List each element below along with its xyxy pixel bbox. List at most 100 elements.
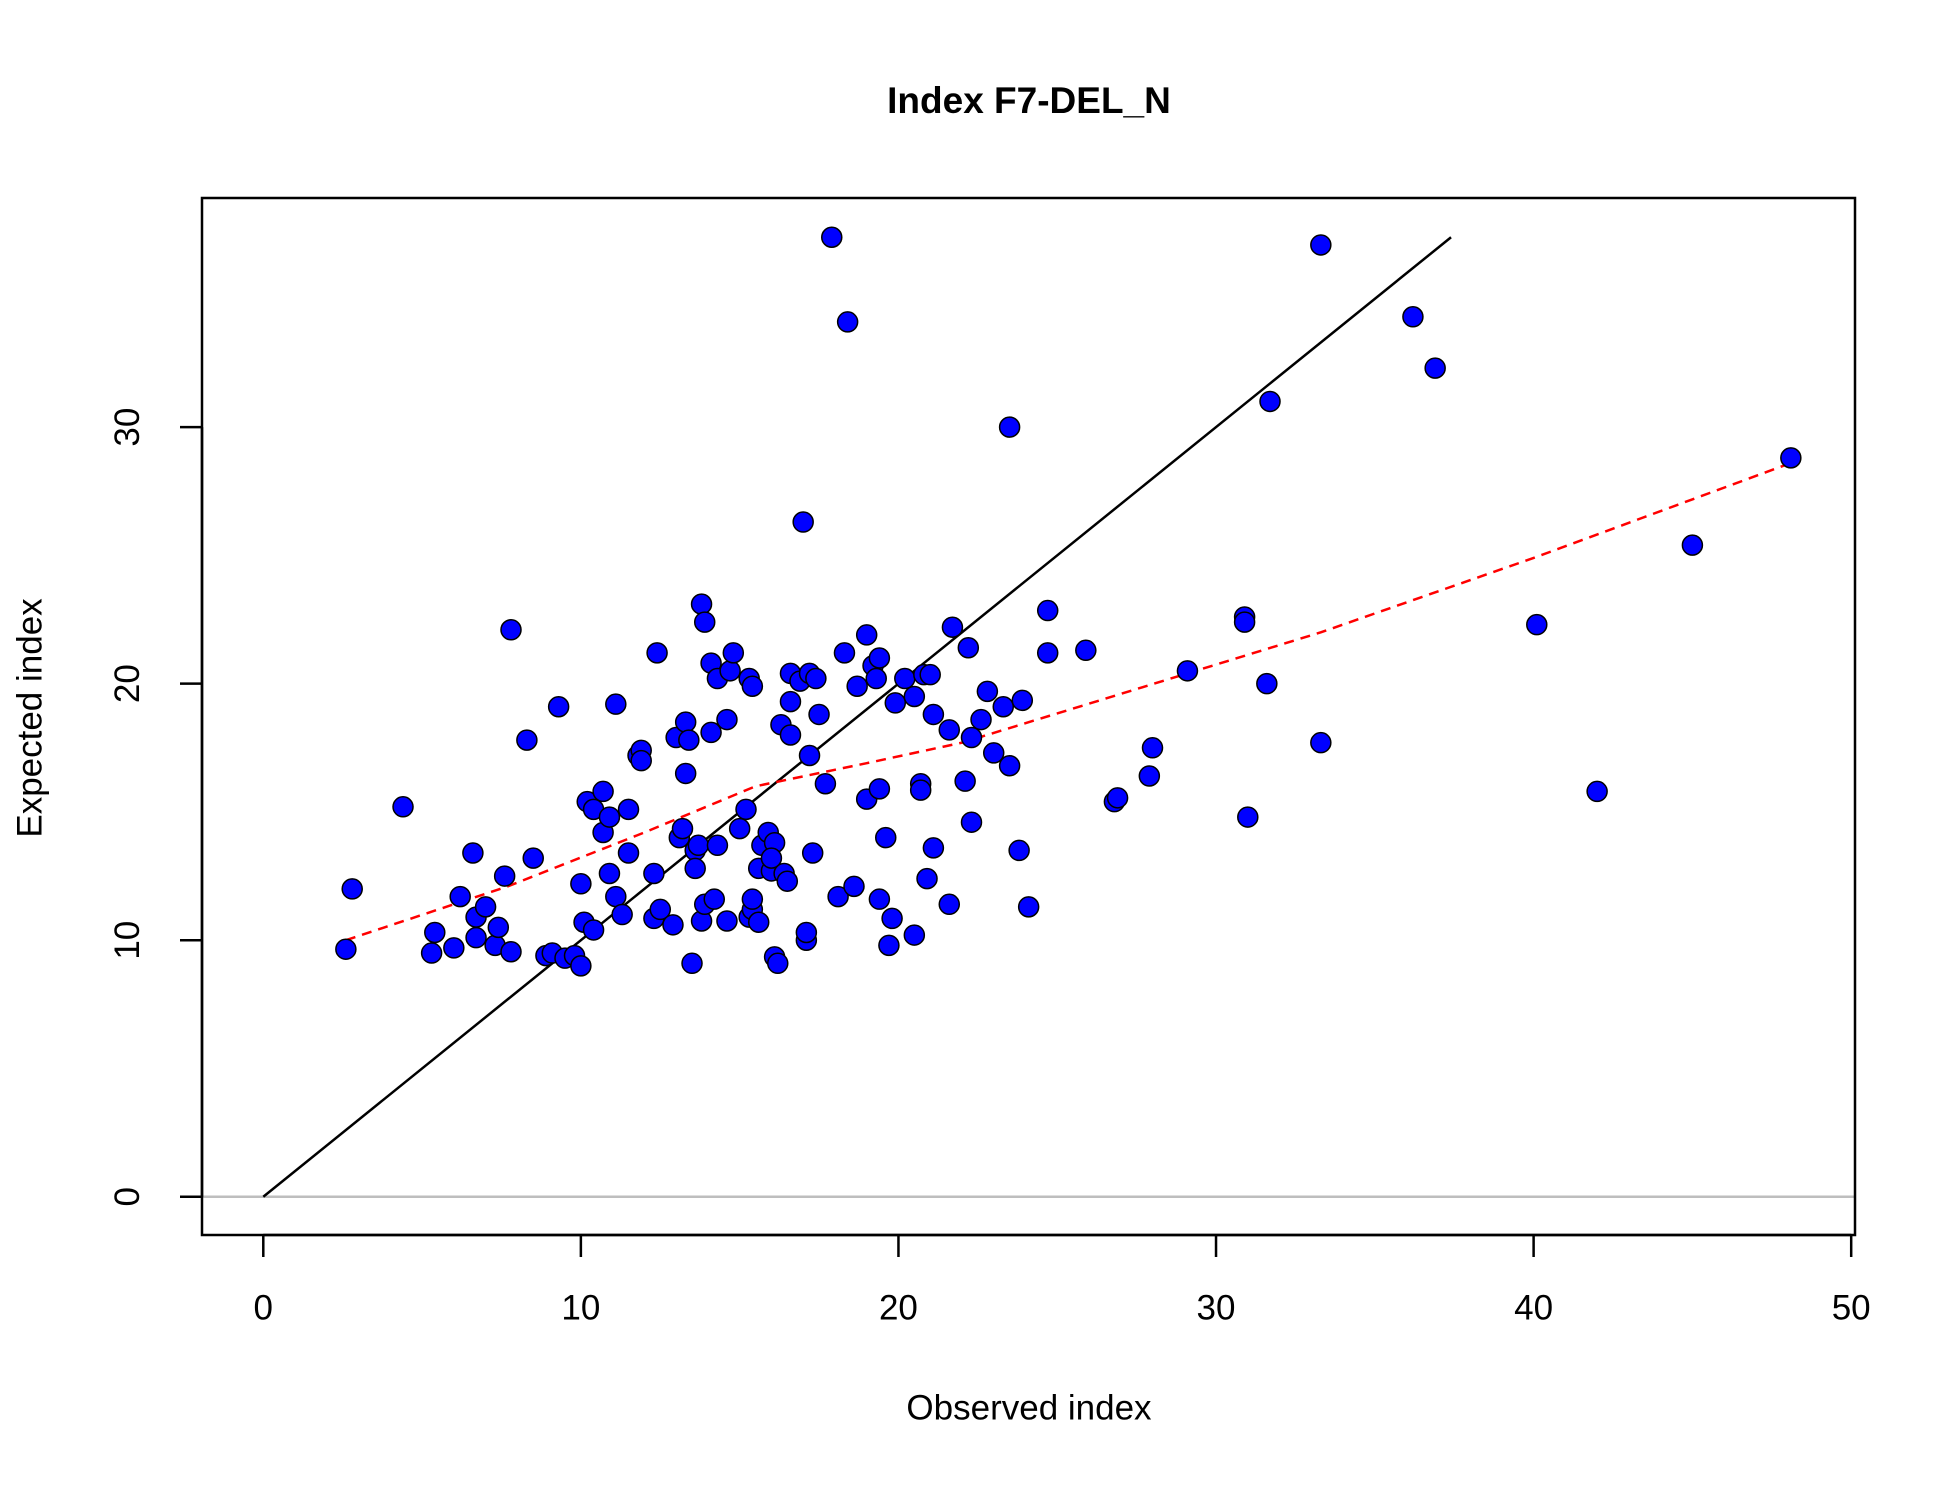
- point: [827, 885, 849, 908]
- point: [630, 749, 652, 772]
- point: [1075, 639, 1097, 662]
- point: [1008, 839, 1030, 862]
- y-tick-label: 0: [108, 1187, 147, 1206]
- point: [335, 938, 357, 960]
- point: [814, 772, 837, 795]
- point: [747, 911, 770, 934]
- point: [706, 834, 729, 857]
- point: [500, 619, 522, 641]
- point: [846, 675, 868, 697]
- point: [954, 770, 976, 792]
- point: [598, 862, 621, 885]
- point: [474, 896, 497, 918]
- point: [938, 893, 961, 916]
- point: [957, 636, 980, 659]
- point: [878, 934, 900, 957]
- point: [1310, 234, 1332, 256]
- point: [1017, 896, 1040, 918]
- point: [779, 690, 802, 713]
- point: [690, 593, 713, 615]
- point: [611, 903, 633, 926]
- point: [884, 692, 907, 714]
- point: [522, 847, 544, 869]
- point: [1256, 672, 1278, 695]
- point: [868, 647, 891, 669]
- point: [605, 885, 627, 908]
- point: [500, 941, 522, 963]
- point: [1402, 306, 1424, 328]
- point: [919, 663, 941, 686]
- point: [392, 796, 414, 818]
- point: [1586, 780, 1608, 803]
- point: [1310, 731, 1332, 754]
- point: [465, 926, 487, 949]
- point: [341, 878, 363, 900]
- point: [719, 660, 741, 682]
- point: [662, 914, 684, 936]
- point: [728, 817, 751, 840]
- point: [741, 888, 764, 910]
- identity-line: [262, 236, 1452, 1198]
- point: [767, 952, 789, 975]
- point: [805, 667, 827, 690]
- x-tick-label: 50: [1832, 1288, 1871, 1327]
- point: [700, 721, 722, 744]
- y-axis-label: Expected index: [10, 598, 49, 838]
- point: [976, 680, 999, 703]
- point: [998, 755, 1021, 777]
- point: [779, 724, 802, 746]
- point: [992, 696, 1015, 718]
- plot-frame: [200, 196, 1857, 1237]
- point: [1681, 534, 1704, 556]
- point: [646, 642, 668, 664]
- point: [1141, 737, 1164, 759]
- point: [570, 873, 592, 895]
- point: [570, 955, 592, 977]
- point: [674, 762, 697, 785]
- point: [874, 826, 897, 849]
- point: [420, 942, 443, 964]
- x-tick-label: 30: [1197, 1288, 1236, 1327]
- x-tick-label: 0: [254, 1288, 273, 1327]
- point: [516, 729, 538, 751]
- point: [649, 898, 672, 921]
- point: [449, 885, 471, 908]
- point: [916, 867, 938, 890]
- point: [1233, 611, 1256, 633]
- x-axis-label: Observed index: [906, 1388, 1152, 1427]
- point: [443, 937, 465, 959]
- point: [903, 924, 926, 946]
- point: [998, 416, 1021, 438]
- point: [582, 919, 605, 941]
- point: [735, 798, 757, 821]
- point: [684, 857, 706, 880]
- point: [1036, 599, 1059, 622]
- point: [617, 798, 640, 821]
- x-tick-label: 10: [561, 1288, 600, 1327]
- point: [678, 729, 700, 751]
- point: [938, 719, 961, 741]
- y-tick-label: 30: [108, 408, 147, 447]
- point: [792, 511, 814, 533]
- point: [798, 744, 821, 767]
- point: [960, 811, 983, 833]
- point: [808, 703, 830, 726]
- point: [970, 708, 992, 731]
- point: [909, 779, 932, 801]
- point: [493, 865, 516, 887]
- point: [693, 611, 716, 633]
- point: [592, 780, 614, 803]
- point: [776, 870, 799, 892]
- point: [617, 842, 640, 864]
- point: [855, 624, 878, 646]
- point: [868, 888, 891, 910]
- point: [741, 675, 764, 697]
- point: [605, 693, 627, 715]
- point: [716, 910, 738, 932]
- point: [941, 616, 964, 638]
- point: [1237, 806, 1259, 828]
- point: [703, 888, 726, 910]
- point: [547, 696, 570, 718]
- point: [681, 952, 703, 975]
